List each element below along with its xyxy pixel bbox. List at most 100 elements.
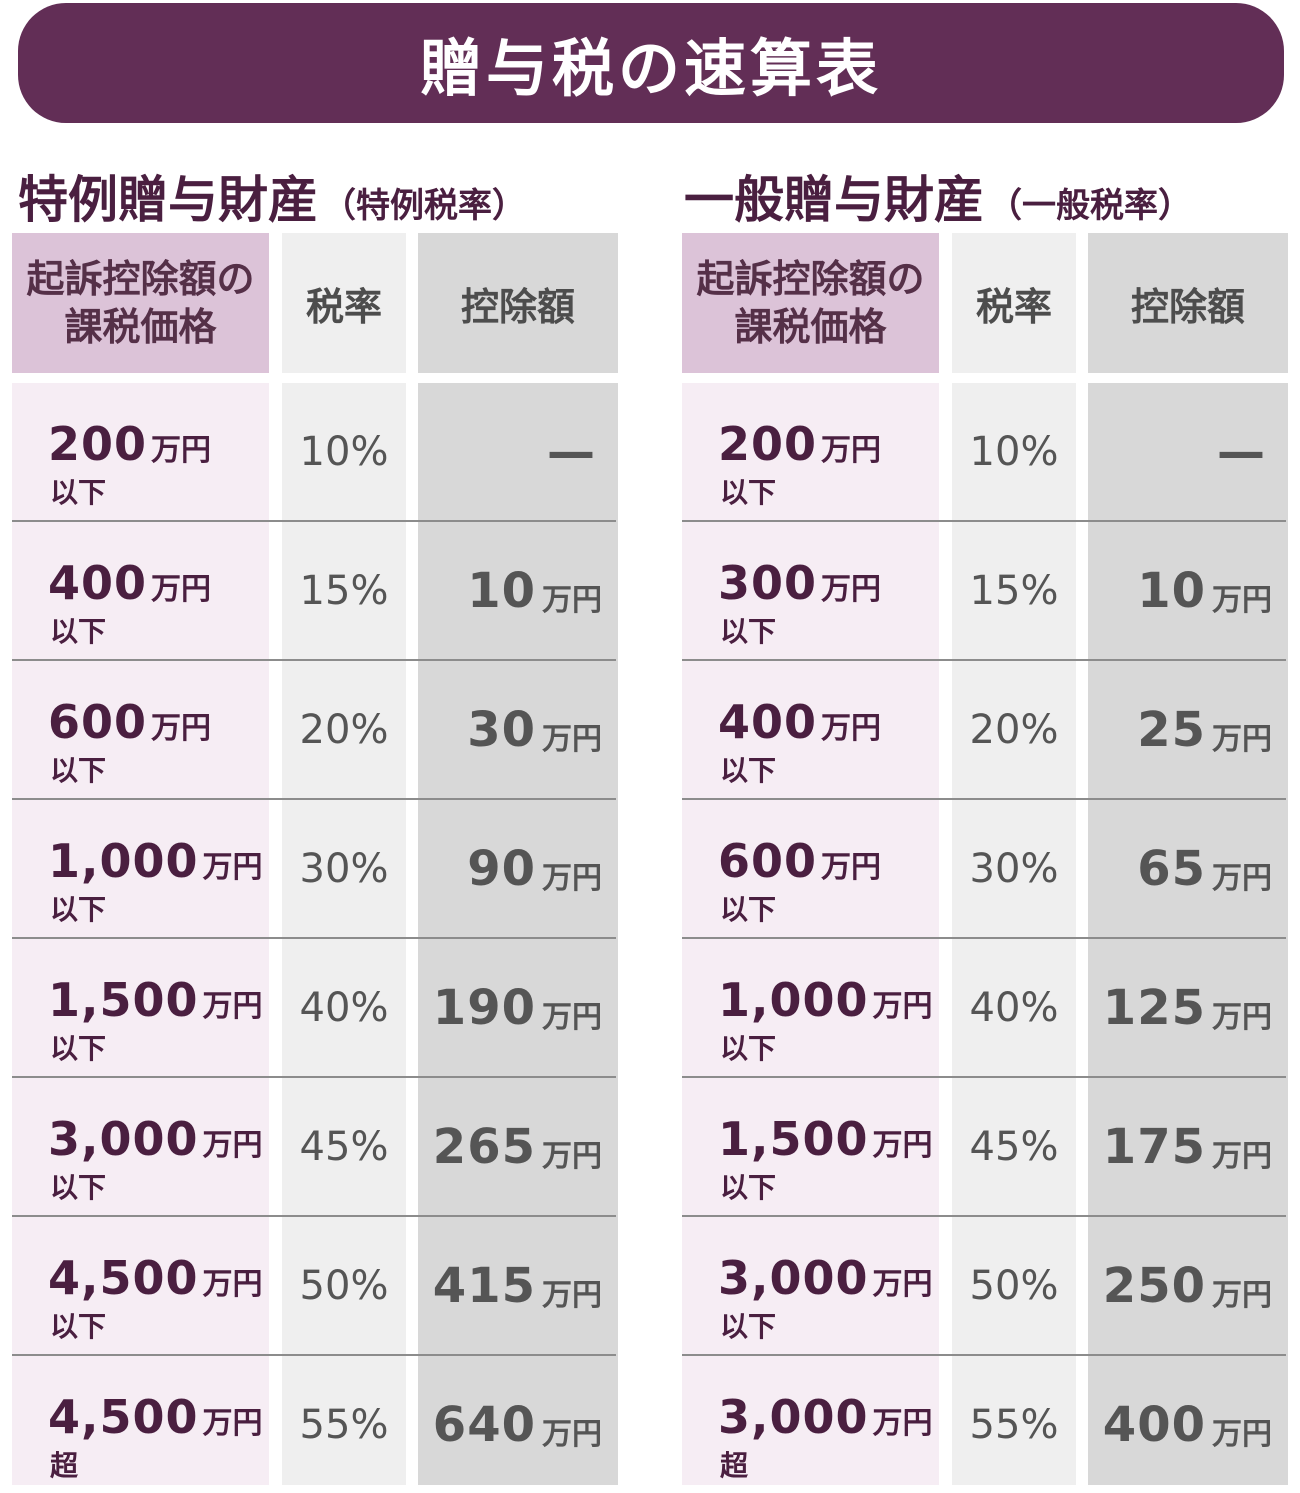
row-divider — [682, 1076, 1286, 1078]
row-divider — [12, 798, 616, 800]
taxable-amount: 600 万円 — [48, 695, 211, 749]
amount-unit: 万円 — [202, 1128, 263, 1163]
table-row: 3,000 万円超 55% 400 万円 — [682, 1356, 1288, 1493]
page-title: 贈与税の速算表 — [419, 32, 882, 105]
deduction-cell: 175 万円 — [1088, 1078, 1288, 1215]
table-row: 600 万円 以下 20% 30 万円 — [12, 661, 618, 798]
deduction-number: 400 — [1102, 1396, 1206, 1453]
amount-qualifier: 以下 — [50, 476, 107, 509]
amount-qualifier: 以下 — [50, 1310, 107, 1343]
tax-rate-cell: 15% — [969, 567, 1059, 614]
tax-rate-cell: 30% — [969, 845, 1059, 892]
taxable-value-cell: 4,500 万円以下 — [12, 1217, 269, 1354]
tax-rate-cell: 40% — [969, 984, 1059, 1031]
amount-number: 3,000 — [718, 1390, 869, 1444]
tax-rate-cell: 50% — [299, 1262, 389, 1309]
deduction-cell: 65 万円 — [1088, 800, 1288, 937]
tax-rate-cell: 55% — [299, 1401, 389, 1448]
tax-rate-cell: 20% — [299, 706, 389, 753]
deduction-cell: 30 万円 — [418, 661, 618, 798]
taxable-value-cell: 400 万円 以下 — [682, 661, 939, 798]
deduction-unit: 万円 — [1212, 999, 1272, 1035]
amount-number: 200 — [718, 417, 818, 471]
deduction-unit: 万円 — [542, 860, 602, 896]
amount-qualifier: 以下 — [50, 1171, 107, 1204]
taxable-value-cell: 3,000 万円超 — [682, 1356, 939, 1493]
deduction-number: 10 — [1137, 562, 1206, 619]
table-row: 3,000 万円 以下 50% 250 万円 — [682, 1217, 1288, 1354]
taxable-value-cell: 3,000 万円 以下 — [682, 1217, 939, 1354]
tax-rate-cell: 15% — [299, 567, 389, 614]
deduction-number: 125 — [1102, 979, 1206, 1036]
table-row: 300 万円 以下 15% 10 万円 — [682, 522, 1288, 659]
deduction-number: — — [1217, 423, 1266, 480]
column-background — [12, 383, 269, 1485]
deduction-cell: 400 万円 — [1088, 1356, 1288, 1493]
table-row: 4,500 万円以下 50% 415 万円 — [12, 1217, 618, 1354]
amount-qualifier: 以下 — [50, 1032, 107, 1065]
amount-number: 3,000 — [48, 1112, 199, 1166]
amount-unit: 万円 — [821, 850, 882, 885]
title-banner: 贈与税の速算表 — [18, 3, 1284, 123]
deduction-number: 30 — [467, 701, 536, 758]
section-title-sub: （特例税率） — [322, 186, 526, 226]
amount-qualifier: 以下 — [720, 1310, 777, 1343]
header-taxable-value: 起訴控除額の課税価格 — [12, 233, 269, 373]
taxable-amount: 3,000 万円 — [718, 1390, 933, 1444]
deduction-number: 90 — [467, 840, 536, 897]
amount-number: 1,000 — [48, 834, 199, 888]
row-divider — [682, 798, 1286, 800]
deduction-cell: 640 万円 — [418, 1356, 618, 1493]
deduction-unit: 万円 — [1212, 721, 1272, 757]
tax-rate-cell: 40% — [299, 984, 389, 1031]
deduction-unit: 万円 — [1212, 1416, 1272, 1452]
taxable-value-cell: 4,500 万円超 — [12, 1356, 269, 1493]
deduction-unit: 万円 — [542, 582, 602, 618]
row-divider — [12, 1215, 616, 1217]
amount-unit: 万円 — [202, 850, 263, 885]
amount-number: 1,500 — [718, 1112, 869, 1166]
amount-qualifier: 以下 — [50, 893, 107, 926]
row-divider — [12, 937, 616, 939]
amount-unit: 万円 — [151, 572, 212, 607]
table-row: 200 万円 以下 10% — — [12, 383, 618, 520]
header-tax-rate: 税率 — [952, 233, 1076, 373]
taxable-amount: 200 万円 — [48, 417, 211, 471]
amount-unit: 万円 — [872, 989, 933, 1024]
deduction-unit: 万円 — [542, 1138, 602, 1174]
column-background — [418, 383, 618, 1485]
taxable-amount: 1,000 万円 — [718, 973, 933, 1027]
amount-number: 4,500 — [48, 1390, 199, 1444]
taxable-amount: 400 万円 — [48, 556, 211, 610]
row-divider — [682, 1215, 1286, 1217]
deduction-number: 190 — [432, 979, 536, 1036]
amount-number: 1,000 — [718, 973, 869, 1027]
deduction-number: 640 — [432, 1396, 536, 1453]
taxable-amount: 1,500 万円 — [48, 973, 263, 1027]
amount-number: 1,500 — [48, 973, 199, 1027]
row-divider — [682, 1354, 1286, 1356]
deduction-unit: 万円 — [542, 999, 602, 1035]
taxable-amount: 600 万円 — [718, 834, 881, 888]
amount-unit: 万円 — [151, 711, 212, 746]
deduction-cell: 10 万円 — [418, 522, 618, 659]
deduction-cell: — — [1088, 383, 1288, 520]
amount-number: 400 — [718, 695, 818, 749]
taxable-amount: 4,500 万円 — [48, 1390, 263, 1444]
taxable-value-cell: 1,500 万円以下 — [12, 939, 269, 1076]
taxable-value-cell: 600 万円 以下 — [682, 800, 939, 937]
table-row: 400 万円 以下 15% 10 万円 — [12, 522, 618, 659]
deduction-number: 415 — [432, 1257, 536, 1314]
table-row: 4,500 万円超 55% 640 万円 — [12, 1356, 618, 1493]
deduction-unit: 万円 — [1212, 1138, 1272, 1174]
tax-rate-cell: 55% — [969, 1401, 1059, 1448]
table-row: 1,000 万円 以下 30% 90 万円 — [12, 800, 618, 937]
deduction-number: — — [547, 423, 596, 480]
deduction-number: 10 — [467, 562, 536, 619]
amount-qualifier: 超 — [720, 1449, 749, 1482]
amount-unit: 万円 — [872, 1267, 933, 1302]
taxable-amount: 4,500 万円 — [48, 1251, 263, 1305]
deduction-unit: 万円 — [542, 1277, 602, 1313]
amount-number: 600 — [48, 695, 148, 749]
deduction-unit: 万円 — [1212, 860, 1272, 896]
